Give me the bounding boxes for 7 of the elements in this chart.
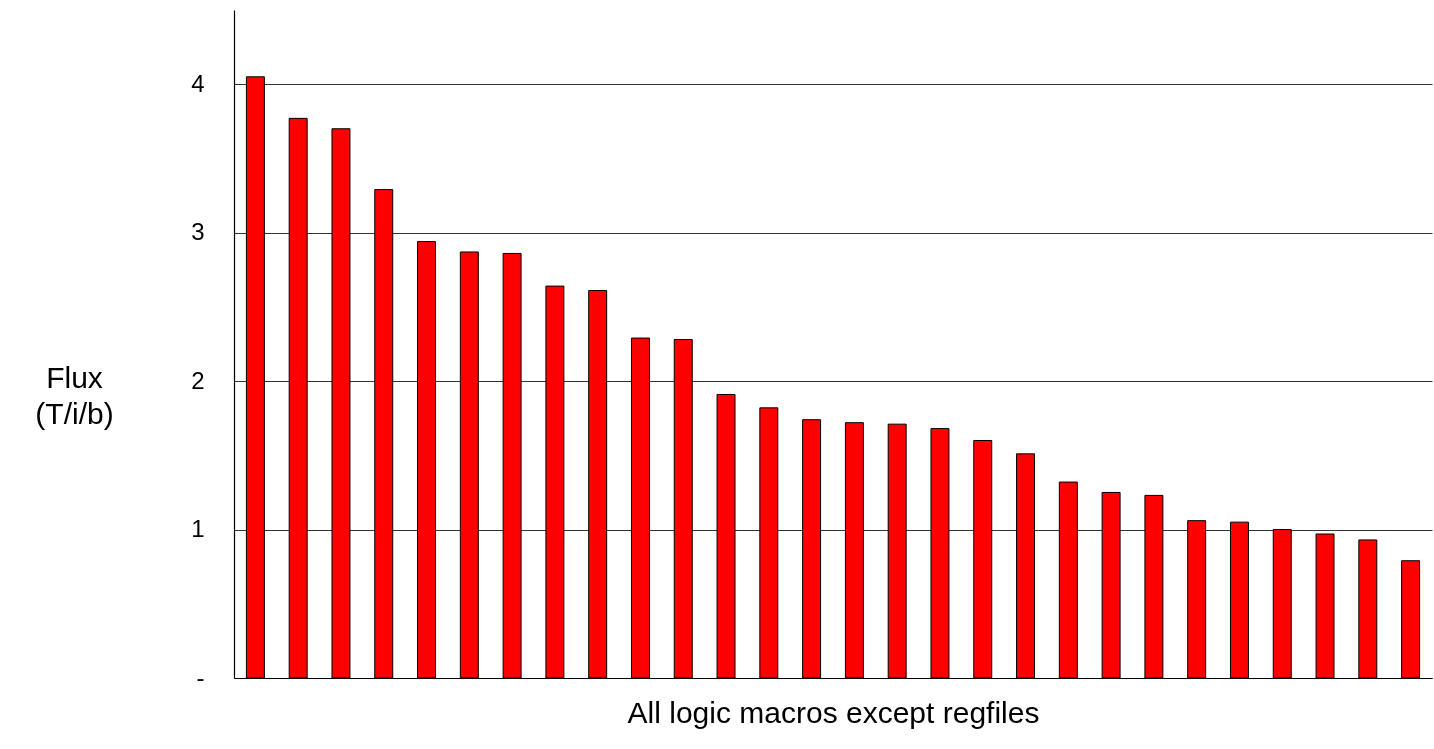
y-axis-title: Flux (T/i/b) xyxy=(35,360,114,430)
y-tick-label: 1 xyxy=(191,515,205,543)
x-axis-title: All logic macros except regfiles xyxy=(627,695,1040,729)
y-tick-label: 2 xyxy=(191,366,205,394)
y-tick-label: 4 xyxy=(191,69,205,97)
y-tick-label: 3 xyxy=(191,218,205,246)
y-tick-label: - xyxy=(196,663,205,691)
